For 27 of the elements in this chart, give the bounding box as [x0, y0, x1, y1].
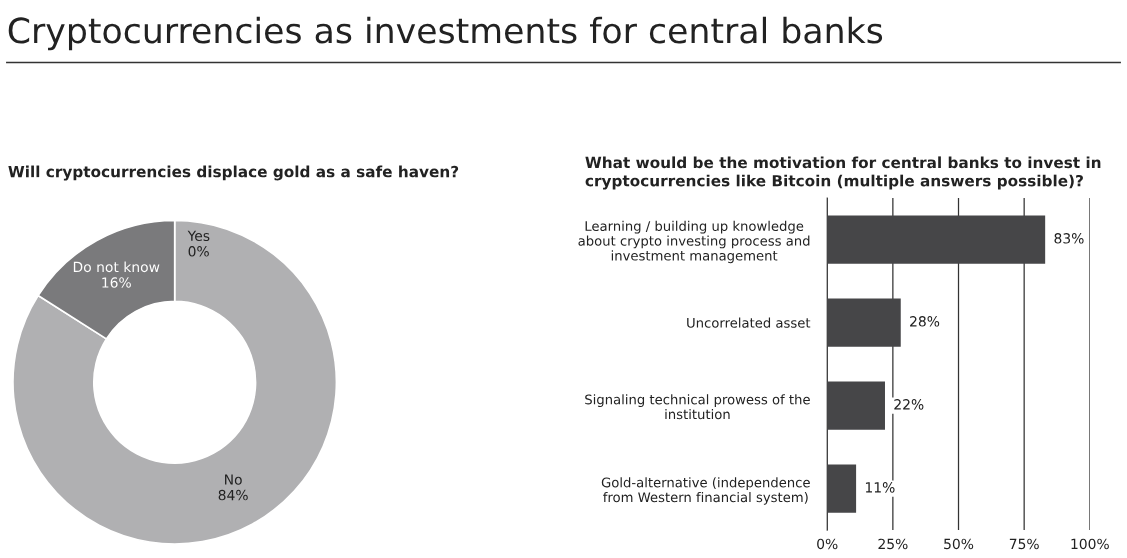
y-tick-label: Signaling technical prowess of the institution	[585, 394, 810, 420]
x-tick-label: 25%	[878, 538, 908, 550]
bar	[827, 464, 857, 513]
x-tick-label: 75%	[1009, 538, 1039, 550]
text: Cryptocurrencies as investments for central banks	[8, 16, 883, 51]
donut-slice	[12, 219, 338, 545]
y-tick-label: Learning / building up knowledge about crypto investing process and investment management	[578, 220, 810, 264]
data-label: 28%	[910, 316, 940, 327]
x-tick-label: 50%	[944, 538, 974, 550]
y-tick-label: Gold-alternative (independence from Western financial system)	[601, 477, 810, 505]
bar	[827, 298, 901, 347]
chart-subtitle: Will cryptocurrencies displace gold as a safe haven?	[8, 165, 459, 181]
category-label: Yes	[187, 230, 210, 241]
chart-title: What would be the motivation for central banks to invest in cryptocurrencies like Bitcoin (multiple answers possible)?	[585, 156, 1101, 190]
slice-label: Do not know	[73, 261, 160, 273]
text: 0%	[188, 246, 209, 257]
x-tick-label: 100%	[1071, 538, 1109, 550]
data-label: 84%	[218, 489, 248, 501]
slice-label: No	[225, 474, 242, 485]
x-tick-label: 0%	[817, 538, 838, 550]
bar	[827, 381, 885, 430]
data-label: 22%	[894, 399, 924, 410]
data-label: 16%	[102, 277, 131, 288]
data-label: 11%	[865, 482, 895, 493]
y-tick-label: Uncorrelated asset	[687, 317, 811, 328]
data-label: 83%	[1054, 233, 1084, 244]
bar	[827, 215, 1046, 264]
